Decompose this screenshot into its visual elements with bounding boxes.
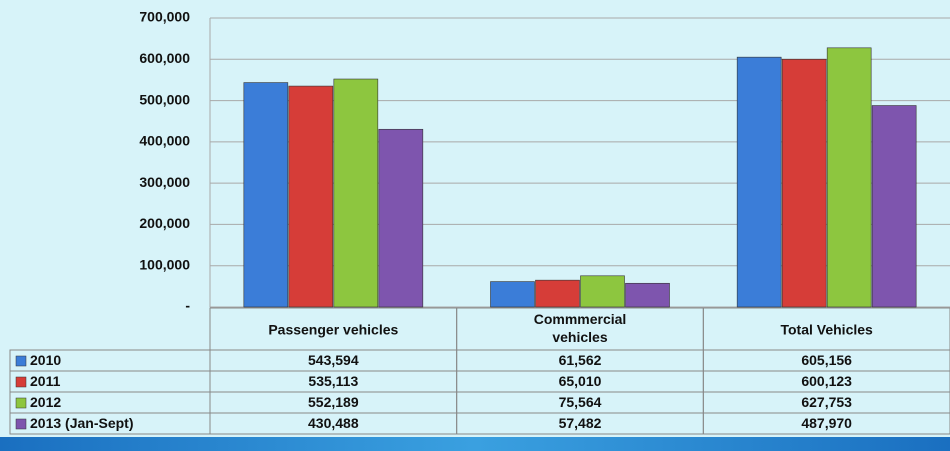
bar (625, 282, 670, 308)
y-tick-label: 700,000 (139, 9, 190, 25)
y-tick-label: 600,000 (139, 50, 190, 66)
table-value: 627,753 (801, 394, 852, 410)
bar (535, 279, 580, 308)
y-tick-label: 300,000 (139, 174, 190, 190)
footer-stripe (0, 437, 950, 451)
legend-swatch (15, 355, 27, 367)
legend-label: 2010 (30, 352, 61, 368)
table-value: 61,562 (559, 352, 602, 368)
bar (580, 275, 625, 308)
bar (490, 281, 535, 308)
bar (288, 85, 334, 308)
table-value: 487,970 (801, 415, 852, 431)
table-value: 535,113 (308, 373, 358, 389)
table-value: 75,564 (559, 394, 602, 410)
legend-swatch (15, 376, 27, 388)
bar (736, 56, 782, 308)
table-value: 552,189 (308, 394, 359, 410)
table-value: 65,010 (559, 373, 602, 389)
legend-label: 2012 (30, 394, 61, 410)
x-tick-label: Commmercial vehicles (534, 311, 627, 345)
legend-swatch (15, 397, 27, 409)
x-tick-label: Total Vehicles (780, 322, 873, 338)
bar (826, 47, 872, 308)
bar (333, 78, 379, 308)
legend-label: 2013 (Jan-Sept) (30, 415, 133, 431)
y-tick-label: - (185, 298, 190, 314)
table-value: 605,156 (801, 352, 852, 368)
bar (871, 105, 917, 308)
x-tick-label: Passenger vehicles (268, 322, 398, 338)
y-tick-label: 100,000 (139, 256, 190, 272)
bar (243, 82, 289, 308)
legend-swatch (15, 418, 27, 430)
bar (378, 128, 424, 308)
table-value: 430,488 (308, 415, 359, 431)
table-value: 600,123 (801, 373, 852, 389)
legend-label: 2011 (30, 373, 61, 389)
y-tick-label: 200,000 (139, 215, 190, 231)
bar (781, 58, 827, 308)
y-tick-label: 500,000 (139, 91, 190, 107)
table-value: 543,594 (308, 352, 359, 368)
table-value: 57,482 (559, 415, 602, 431)
y-tick-label: 400,000 (139, 133, 190, 149)
